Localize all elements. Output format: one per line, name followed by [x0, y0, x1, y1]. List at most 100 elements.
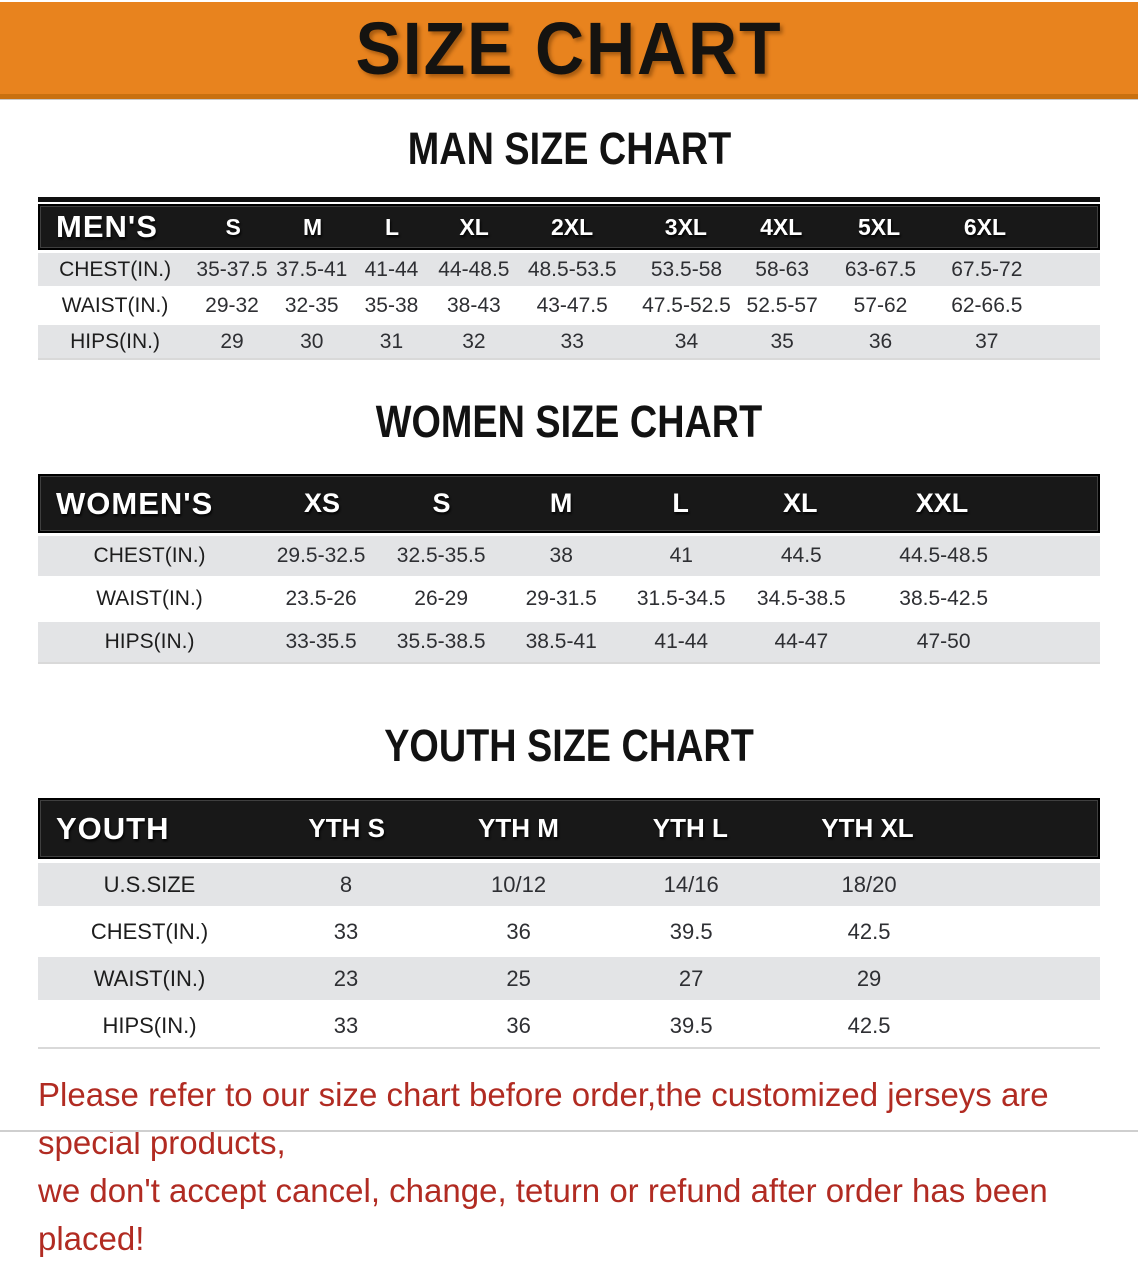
women-chest-row: CHEST(IN.) 29.5-32.5 32.5-35.5 38 41 44.…: [38, 536, 1100, 576]
women-col-header: XL: [782, 488, 818, 518]
cell: 34.5-38.5: [756, 587, 846, 610]
row-label: HIPS(IN.): [104, 630, 195, 653]
cell: 47.5-52.5: [642, 293, 731, 317]
cell: 38.5-41: [525, 630, 597, 653]
cell: 33: [333, 918, 359, 944]
men-table-header-row: MEN'S S M L XL 2XL 3XL 4XL 5XL 6XL: [38, 204, 1100, 250]
cell: 8: [339, 871, 353, 897]
cell: 44.5-48.5: [899, 544, 989, 567]
cell: 43-47.5: [536, 293, 608, 317]
women-group-label: WOMEN'S: [56, 485, 214, 521]
youth-col-header: YTH L: [652, 813, 728, 843]
cell: 32-35: [284, 293, 339, 317]
cell: 63-67.5: [844, 257, 917, 281]
men-waist-row: WAIST(IN.) 29-32 32-35 35-38 38-43 43-47…: [38, 289, 1100, 322]
men-col-header: 3XL: [664, 213, 707, 240]
youth-chest-row: CHEST(IN.) 33 36 39.5 42.5: [38, 910, 1100, 953]
youth-col-header: YTH S: [308, 813, 385, 843]
cell: 31.5-34.5: [636, 587, 726, 610]
men-section-heading: MAN SIZE CHART: [407, 123, 731, 174]
cell: 36: [868, 329, 893, 353]
cell: 57-62: [853, 293, 908, 317]
men-chest-row: CHEST(IN.) 35-37.5 37.5-41 41-44 44-48.5…: [38, 253, 1100, 286]
banner-title: SIZE CHART: [355, 6, 783, 90]
cell: 29.5-32.5: [276, 544, 366, 567]
row-label: CHEST(IN.): [90, 918, 209, 944]
cell: 35: [770, 329, 794, 353]
cell: 39.5: [669, 918, 713, 944]
men-col-header: XL: [459, 213, 489, 240]
cell: 14/16: [663, 871, 719, 897]
cell: 36: [506, 1012, 531, 1038]
men-group-label: MEN'S: [56, 209, 158, 244]
women-section-heading: WOMEN SIZE CHART: [375, 396, 763, 447]
women-waist-row: WAIST(IN.) 23.5-26 26-29 29-31.5 31.5-34…: [38, 579, 1100, 619]
youth-table-header-row: YOUTH YTH S YTH M YTH L YTH XL: [38, 798, 1100, 859]
women-table-header-row: WOMEN'S XS S M L XL XXL: [38, 474, 1100, 533]
women-hips-row: HIPS(IN.) 33-35.5 35.5-38.5 38.5-41 41-4…: [38, 622, 1100, 662]
cell: 42.5: [847, 1012, 891, 1038]
cell: 35-38: [364, 293, 419, 317]
row-label: U.S.SIZE: [103, 871, 196, 897]
cell: 41-44: [654, 630, 709, 653]
cell: 37: [975, 329, 999, 353]
youth-waist-row: WAIST(IN.) 23 25 27 29: [38, 957, 1100, 1000]
cell: 10/12: [491, 871, 547, 897]
cell: 67.5-72: [951, 257, 1023, 281]
row-label: CHEST(IN.): [93, 544, 206, 567]
disclaimer-line-1: Please refer to our size chart before or…: [38, 1076, 1049, 1161]
cell: 32: [462, 329, 486, 353]
cell: 23.5-26: [285, 587, 357, 610]
cell: 30: [300, 329, 324, 353]
women-col-header: XS: [303, 488, 340, 518]
cell: 52.5-57: [746, 293, 818, 317]
cell: 44.5: [780, 544, 822, 567]
cell: 48.5-53.5: [527, 257, 617, 281]
cell: 38: [549, 544, 573, 567]
cell: 26-29: [414, 587, 469, 610]
row-label: CHEST(IN.): [59, 257, 172, 281]
men-col-header: S: [225, 213, 241, 240]
row-label: WAIST(IN.): [61, 293, 169, 317]
cell: 58-63: [755, 257, 810, 281]
cell: 34: [674, 329, 699, 353]
cell: 25: [506, 965, 531, 991]
cell: 23: [333, 965, 359, 991]
cell: 33: [333, 1012, 359, 1038]
cell: 27: [678, 965, 704, 991]
cell: 42.5: [847, 918, 891, 944]
men-size-table: MEN'S S M L XL 2XL 3XL 4XL 5XL 6XL CHEST…: [38, 197, 1100, 360]
size-chart-banner: SIZE CHART: [0, 2, 1138, 99]
women-col-header: M: [549, 488, 573, 518]
women-col-header: S: [432, 488, 451, 518]
youth-hips-row: HIPS(IN.) 33 36 39.5 42.5: [38, 1004, 1100, 1047]
cell: 44-48.5: [438, 257, 510, 281]
cell: 33: [560, 329, 584, 353]
row-label: HIPS(IN.): [102, 1012, 197, 1038]
cell: 29: [220, 329, 244, 353]
cell: 39.5: [669, 1012, 713, 1038]
row-label: HIPS(IN.): [70, 329, 160, 353]
youth-col-header: YTH XL: [821, 813, 914, 843]
cell: 47-50: [916, 630, 971, 653]
cell: 36: [506, 918, 531, 944]
men-col-header: M: [303, 213, 323, 240]
cell: 33-35.5: [285, 630, 357, 653]
cell: 29: [856, 965, 882, 991]
youth-section-heading: YOUTH SIZE CHART: [384, 720, 754, 771]
cell: 38.5-42.5: [899, 587, 989, 610]
cell: 29-32: [205, 293, 259, 317]
men-col-header: L: [385, 213, 400, 240]
youth-ussize-row: U.S.SIZE 8 10/12 14/16 18/20: [38, 863, 1100, 906]
cell: 53.5-58: [650, 257, 723, 281]
cell: 37.5-41: [276, 257, 348, 281]
cell: 32.5-35.5: [396, 544, 486, 567]
row-label: WAIST(IN.): [96, 587, 203, 610]
women-col-header: XXL: [915, 488, 969, 518]
men-col-header: 6XL: [963, 213, 1007, 240]
bottom-divider: [0, 1130, 1138, 1132]
cell: 41: [669, 544, 693, 567]
order-disclaimer: Please refer to our size chart before or…: [38, 1071, 1108, 1262]
cell: 62-66.5: [951, 293, 1023, 317]
cell: 31: [379, 329, 404, 353]
